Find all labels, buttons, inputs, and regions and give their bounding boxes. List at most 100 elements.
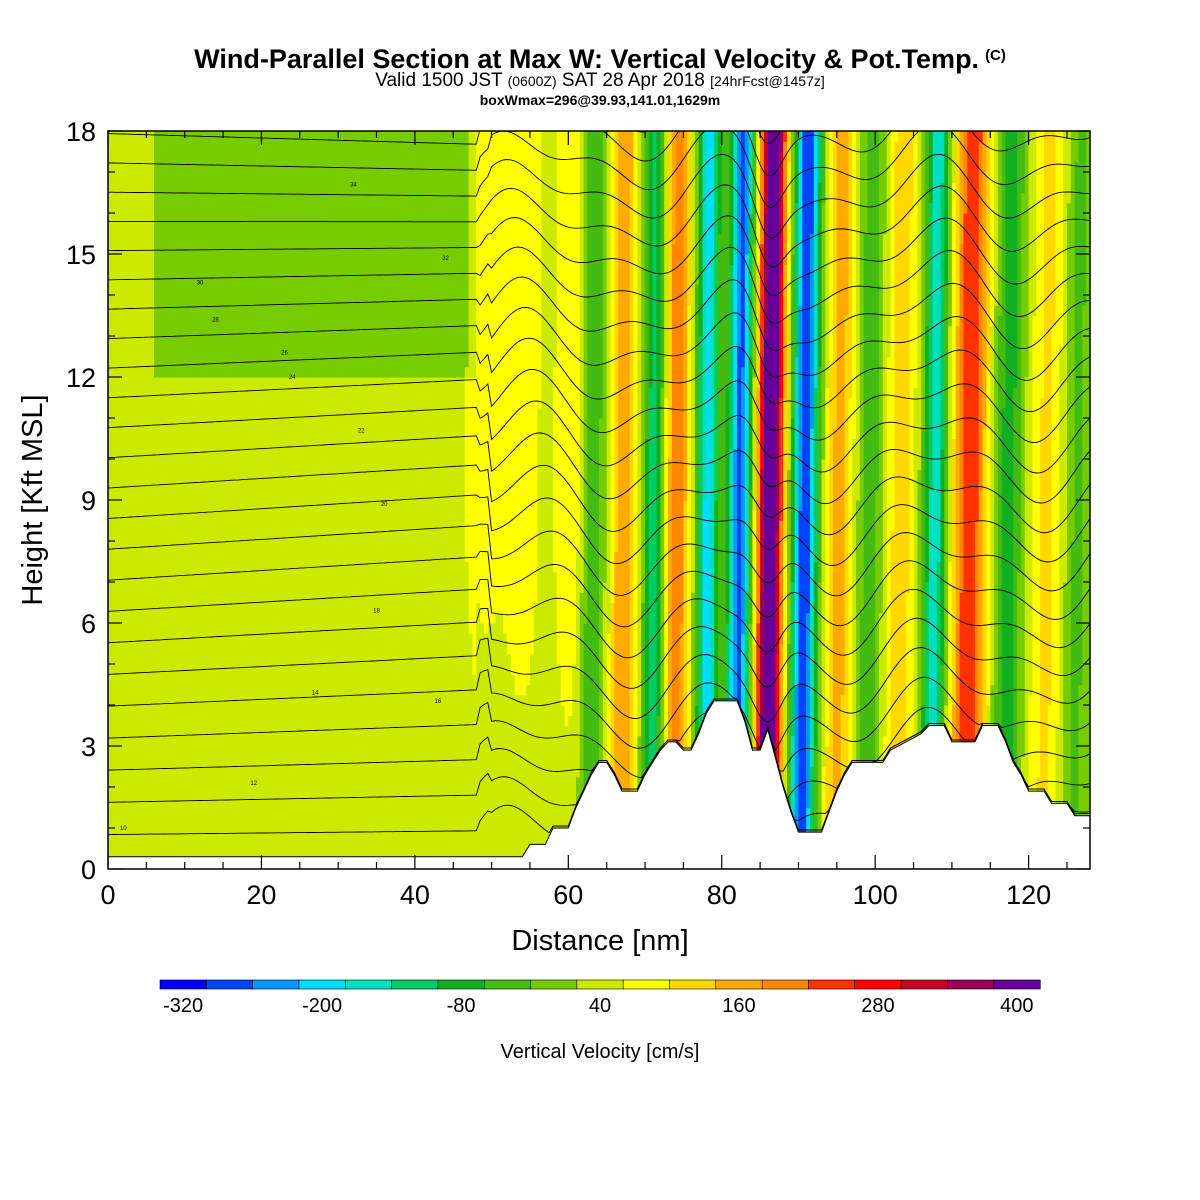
field-cell — [234, 377, 240, 869]
field-cell — [180, 131, 186, 378]
field-cell — [422, 131, 427, 378]
field-cell — [345, 131, 351, 378]
field-cell — [974, 131, 980, 522]
field-cell — [437, 131, 443, 378]
field-cell — [257, 377, 263, 869]
field-cell — [445, 131, 450, 378]
field-cell — [357, 377, 362, 869]
field-cell — [411, 377, 416, 869]
field-cell — [526, 131, 531, 686]
field-cell — [169, 131, 174, 378]
field-cell — [825, 131, 830, 388]
field-cell — [1043, 131, 1049, 869]
field-cell — [491, 131, 497, 624]
field-cell — [694, 284, 700, 706]
field-cell — [767, 131, 773, 869]
field-cell — [982, 428, 988, 747]
field-cell — [510, 674, 516, 869]
field-cell — [422, 377, 427, 869]
field-cell — [368, 377, 374, 869]
field-cell — [288, 377, 293, 869]
field-cell — [756, 387, 761, 501]
field-cell — [763, 213, 769, 337]
field-cell — [951, 131, 957, 183]
field-cell — [434, 131, 439, 378]
field-cell — [790, 582, 796, 737]
field-cell — [568, 715, 573, 869]
field-cell — [238, 377, 243, 869]
field-cell — [1020, 131, 1026, 194]
field-cell — [560, 131, 566, 706]
field-cell — [817, 582, 823, 839]
field-cell — [391, 377, 397, 869]
field-cell — [882, 233, 888, 737]
field-cell — [786, 131, 792, 163]
field-cell — [687, 131, 692, 306]
field-cell — [292, 131, 297, 378]
field-cell — [242, 131, 247, 378]
x-tick-label: 100 — [853, 880, 898, 910]
field-cell — [936, 561, 941, 829]
field-cell — [794, 202, 800, 358]
isentrope-line — [108, 669, 1090, 752]
field-cell — [365, 377, 370, 869]
field-cell — [756, 131, 761, 265]
field-cell — [809, 602, 815, 768]
field-cell — [905, 592, 911, 869]
chart-subtitle: Valid 1500 JST (0600Z) SAT 28 Apr 2018 [… — [0, 70, 1200, 92]
field-cell — [710, 254, 715, 819]
field-cell — [1017, 131, 1022, 573]
field-cell — [575, 551, 581, 778]
field-cell — [173, 377, 178, 869]
field-cell — [610, 131, 615, 604]
field-cell — [372, 131, 378, 378]
field-cell — [1066, 131, 1072, 204]
field-cell — [353, 377, 358, 869]
field-cell — [1040, 131, 1045, 399]
field-cell — [150, 131, 155, 869]
field-cell — [863, 131, 869, 235]
field-cell — [809, 766, 815, 869]
field-cell — [794, 520, 800, 686]
field-cell — [1001, 131, 1007, 409]
field-cell — [146, 131, 151, 869]
field-cell — [430, 377, 435, 869]
isentrope-line — [108, 578, 1090, 659]
field-cell — [157, 131, 163, 378]
field-cell — [330, 131, 335, 378]
field-cell — [483, 131, 489, 634]
field-cell — [311, 131, 316, 378]
field-cell — [295, 131, 301, 378]
field-cell — [710, 131, 715, 255]
box-info: boxWmax=296@39.93,141.01,1629m — [479, 92, 721, 108]
field-cell — [775, 397, 780, 532]
y-axis-label: Height [Kft MSL] — [17, 394, 49, 605]
terrain-mask — [107, 700, 1091, 870]
field-cell — [154, 377, 159, 869]
field-cell — [867, 131, 872, 869]
copyright-mark: (C) — [985, 47, 1006, 64]
colorbar-swatch — [900, 979, 948, 990]
isentrope-label: 18 — [373, 609, 380, 615]
y-tick-label: 0 — [81, 855, 96, 885]
isentrope-label: 28 — [212, 318, 219, 324]
field-cell — [334, 131, 339, 378]
field-cell — [1013, 387, 1018, 869]
field-cell — [545, 131, 550, 869]
field-cell — [1036, 131, 1041, 778]
field-cell — [246, 131, 251, 378]
field-cell — [790, 254, 796, 419]
field-cell — [292, 377, 297, 869]
x-tick-label: 120 — [1006, 880, 1051, 910]
field-cell — [380, 131, 385, 378]
field-cell — [779, 274, 784, 399]
colorbar-swatch — [622, 979, 671, 990]
field-cell — [1047, 131, 1053, 706]
field-cell — [813, 746, 819, 869]
field-cell — [1055, 131, 1060, 727]
field-cell — [744, 131, 750, 255]
field-cell — [487, 131, 493, 624]
field-cell — [832, 131, 838, 429]
field-cell — [879, 612, 884, 869]
field-cell — [476, 602, 481, 869]
